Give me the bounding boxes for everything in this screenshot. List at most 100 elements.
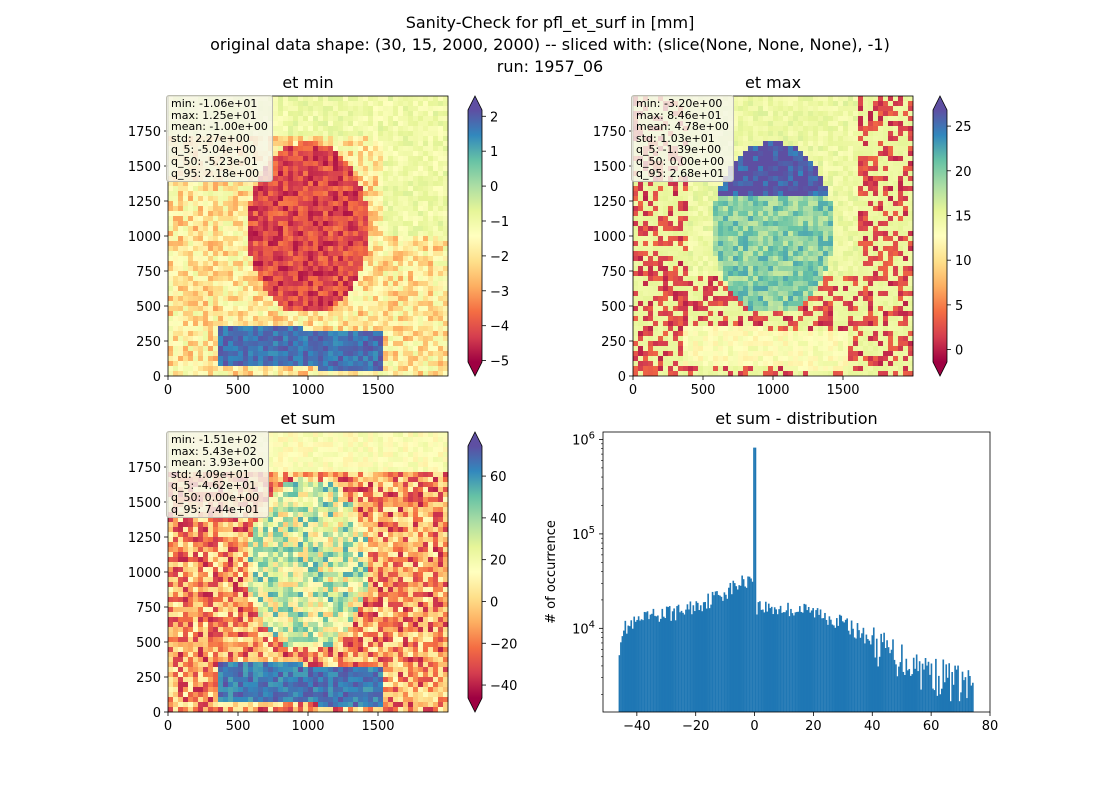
heatmap-cell — [398, 316, 404, 322]
heatmap-cell — [278, 211, 284, 217]
heatmap-cell — [258, 256, 264, 262]
heatmap-cell — [413, 96, 419, 102]
heatmap-cell — [713, 251, 719, 257]
heatmap-cell — [903, 211, 909, 217]
heatmap-cell — [683, 211, 689, 217]
heatmap-cell — [383, 216, 389, 222]
heatmap-cell — [203, 256, 209, 262]
heatmap-cell — [388, 161, 394, 167]
heatmap-cell — [668, 236, 674, 242]
heatmap-cell — [838, 181, 844, 187]
heatmap-cell — [808, 181, 814, 187]
heatmap-cell — [308, 216, 314, 222]
heatmap-cell — [178, 361, 184, 367]
heatmap-cell — [373, 311, 379, 317]
heatmap-cell — [348, 186, 354, 192]
heatmap-cell — [883, 251, 889, 257]
heatmap-cell — [803, 116, 809, 122]
heatmap-cell — [323, 166, 329, 172]
heatmap-cell — [688, 206, 694, 212]
heatmap-cell — [848, 196, 854, 202]
heatmap-cell — [768, 181, 774, 187]
heatmap-cell — [388, 361, 394, 367]
heatmap-cell — [758, 166, 764, 172]
heatmap-cell — [323, 301, 329, 307]
heatmap-cell — [378, 191, 384, 197]
heatmap-cell — [408, 276, 414, 282]
heatmap-cell — [673, 206, 679, 212]
heatmap-cell — [803, 161, 809, 167]
heatmap-cell — [218, 276, 224, 282]
heatmap-cell — [273, 271, 279, 277]
heatmap-cell — [338, 301, 344, 307]
heatmap-cell — [423, 366, 429, 372]
heatmap-cell — [318, 331, 324, 337]
heatmap-cell — [223, 241, 229, 247]
colorbar-tick-label: 1 — [490, 145, 498, 160]
heatmap-cell — [328, 161, 334, 167]
heatmap-cell — [903, 131, 909, 137]
heatmap-cell — [633, 216, 639, 222]
heatmap-cell — [723, 196, 729, 202]
heatmap-cell — [193, 256, 199, 262]
heatmap-cell — [193, 301, 199, 307]
heatmap-cell — [798, 136, 804, 142]
heatmap-cell — [833, 111, 839, 117]
heatmap-cell — [328, 146, 334, 152]
heatmap-cell — [193, 236, 199, 242]
heatmap-cell — [708, 221, 714, 227]
heatmap-cell — [788, 116, 794, 122]
heatmap-cell — [188, 271, 194, 277]
heatmap-cell — [733, 221, 739, 227]
heatmap-cell — [288, 186, 294, 192]
heatmap-cell — [893, 151, 899, 157]
heatmap-cell — [798, 181, 804, 187]
heatmap-cell — [898, 156, 904, 162]
heatmap-cell — [423, 246, 429, 252]
heatmap-cell — [223, 246, 229, 252]
heatmap-cell — [203, 366, 209, 372]
heatmap-cell — [268, 256, 274, 262]
heatmap-cell — [393, 171, 399, 177]
heatmap-cell — [753, 176, 759, 182]
heatmap-cell — [693, 216, 699, 222]
heatmap-cell — [438, 106, 444, 112]
heatmap-cell — [393, 271, 399, 277]
heatmap-cell — [288, 251, 294, 257]
heatmap-cell — [838, 196, 844, 202]
heatmap-cell — [893, 221, 899, 227]
heatmap-cell — [418, 246, 424, 252]
heatmap-cell — [208, 196, 214, 202]
heatmap-cell — [898, 131, 904, 137]
heatmap-cell — [873, 226, 879, 232]
heatmap-cell — [238, 291, 244, 297]
heatmap-cell — [658, 196, 664, 202]
heatmap-cell — [743, 141, 749, 147]
heatmap-cell — [778, 181, 784, 187]
heatmap-cell — [328, 276, 334, 282]
heatmap-cell — [868, 146, 874, 152]
heatmap-cell — [233, 331, 239, 337]
heatmap-cell — [343, 371, 349, 377]
heatmap-cell — [888, 156, 894, 162]
heatmap-cell — [238, 181, 244, 187]
heatmap-cell — [208, 206, 214, 212]
heatmap-cell — [368, 96, 374, 102]
heatmap-cell — [418, 106, 424, 112]
heatmap-cell — [353, 291, 359, 297]
heatmap-cell — [343, 336, 349, 342]
heatmap-cell — [713, 226, 719, 232]
heatmap-cell — [688, 226, 694, 232]
heatmap-cell — [173, 186, 179, 192]
heatmap-cell — [228, 291, 234, 297]
heatmap-cell — [303, 166, 309, 172]
heatmap-cell — [318, 191, 324, 197]
heatmap-cell — [418, 96, 424, 102]
heatmap-cell — [893, 141, 899, 147]
heatmap-cell — [403, 221, 409, 227]
heatmap-cell — [393, 281, 399, 287]
heatmap-cell — [738, 151, 744, 157]
heatmap-cell — [793, 241, 799, 247]
heatmap-cell — [438, 191, 444, 197]
heatmap-cell — [828, 186, 834, 192]
